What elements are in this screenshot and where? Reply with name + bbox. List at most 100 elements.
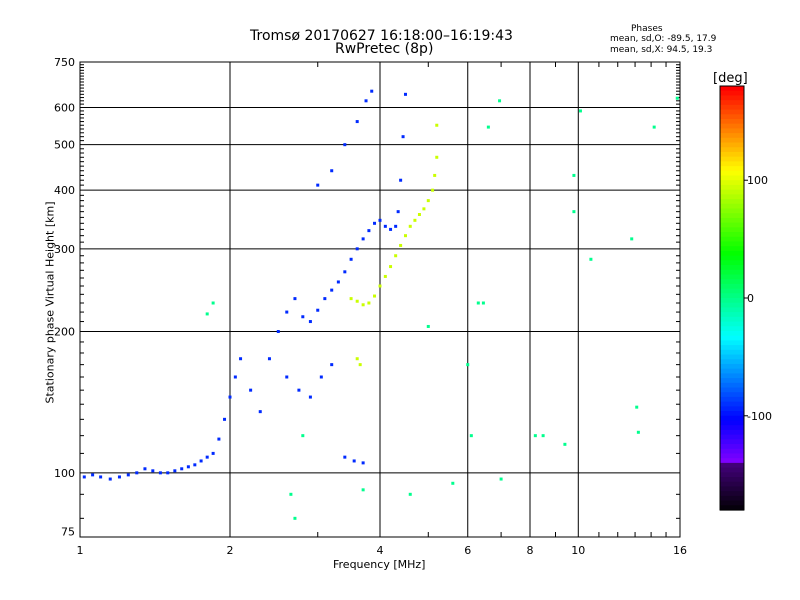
x-tick-label: 6 — [464, 544, 471, 557]
colorbar-segment — [720, 288, 744, 294]
data-point — [343, 143, 347, 147]
data-point — [541, 434, 545, 438]
x-tick-label: 8 — [527, 544, 534, 557]
colorbar-segment — [720, 387, 744, 393]
data-point — [399, 178, 403, 182]
data-point — [572, 173, 576, 177]
colorbar-segment — [720, 354, 744, 360]
data-point — [396, 210, 400, 214]
colorbar-segment — [720, 359, 744, 365]
colorbar-segment — [720, 396, 744, 403]
data-point — [361, 461, 365, 465]
colorbar-segment — [720, 118, 744, 125]
colorbar-segment — [720, 227, 744, 233]
colorbar-segment — [720, 481, 744, 488]
data-point — [422, 207, 426, 211]
data-point — [355, 120, 359, 124]
data-point — [233, 375, 237, 379]
colorbar-tick-label: -100 — [747, 410, 772, 423]
data-point — [358, 363, 362, 367]
colorbar-segment — [720, 415, 744, 422]
data-point — [435, 123, 439, 127]
colorbar-segment — [720, 184, 744, 191]
colorbar-segment — [720, 382, 744, 389]
data-point — [285, 310, 289, 314]
colorbar-segment — [720, 95, 744, 101]
colorbar-segment — [720, 425, 744, 431]
colorbar-segment — [720, 316, 744, 323]
y-tick-label: 600 — [54, 101, 75, 114]
data-point — [361, 303, 365, 307]
y-tick-label: 100 — [54, 467, 75, 480]
data-point — [143, 467, 147, 471]
data-point — [373, 294, 377, 298]
data-point — [293, 516, 297, 520]
colorbar-segment — [720, 217, 744, 224]
colorbar-segment — [720, 411, 744, 417]
colorbar-segment — [720, 472, 744, 478]
colorbar-segment — [720, 330, 744, 337]
data-point — [239, 357, 243, 361]
colorbar-segment — [720, 349, 744, 356]
data-point — [426, 199, 430, 203]
data-point — [498, 99, 502, 103]
y-tick-label: 75 — [61, 525, 75, 538]
data-point — [355, 357, 359, 361]
data-point — [383, 274, 387, 278]
colorbar-segment — [720, 312, 744, 318]
data-point — [211, 451, 215, 455]
data-point — [383, 224, 387, 228]
colorbar-segment — [720, 222, 744, 228]
data-point — [499, 477, 503, 481]
data-point — [486, 125, 490, 129]
data-point — [394, 254, 398, 258]
y-tick-label: 300 — [54, 243, 75, 256]
colorbar-segment — [720, 298, 744, 304]
data-point — [151, 469, 155, 473]
data-point — [572, 210, 576, 214]
colorbar-segment — [720, 406, 744, 412]
colorbar-segment — [720, 458, 744, 464]
chart-title: Tromsø 20170627 16:18:00–16:19:43 — [250, 28, 513, 44]
colorbar-segment — [720, 255, 744, 261]
colorbar-segment — [720, 307, 744, 313]
data-point — [349, 257, 353, 261]
colorbar-segment — [720, 279, 744, 285]
colorbar-segment — [720, 420, 744, 426]
data-point — [211, 301, 215, 305]
colorbar-segment — [720, 293, 744, 299]
colorbar-segment — [720, 128, 744, 134]
data-point — [389, 265, 393, 269]
data-point — [180, 467, 184, 471]
colorbar-segment — [720, 453, 744, 459]
chart-subtitle: RwPretec (8p) — [335, 41, 434, 57]
data-point — [308, 395, 312, 399]
data-point — [403, 234, 407, 238]
colorbar-segment — [720, 345, 744, 351]
colorbar-segment — [720, 326, 744, 332]
colorbar-segment — [720, 340, 744, 346]
data-point — [316, 308, 320, 312]
colorbar-segment — [720, 401, 744, 407]
data-point — [481, 301, 485, 305]
data-point — [370, 89, 374, 93]
data-point — [205, 312, 209, 316]
data-point — [199, 459, 203, 463]
colorbar-segment — [720, 429, 744, 436]
colorbar-segment — [720, 203, 744, 210]
data-point — [652, 125, 656, 129]
data-point — [293, 297, 297, 301]
colorbar-segment — [720, 378, 744, 384]
data-point — [408, 224, 412, 228]
colorbar-tick-label: 100 — [747, 174, 768, 187]
data-point — [675, 96, 679, 100]
data-point — [330, 288, 334, 292]
colorbar-segment — [720, 151, 744, 158]
data-point — [301, 434, 305, 438]
data-point — [476, 301, 480, 305]
data-point — [399, 243, 403, 247]
colorbar-segment — [720, 462, 744, 469]
data-point — [173, 469, 177, 473]
colorbar-segment — [720, 137, 744, 144]
